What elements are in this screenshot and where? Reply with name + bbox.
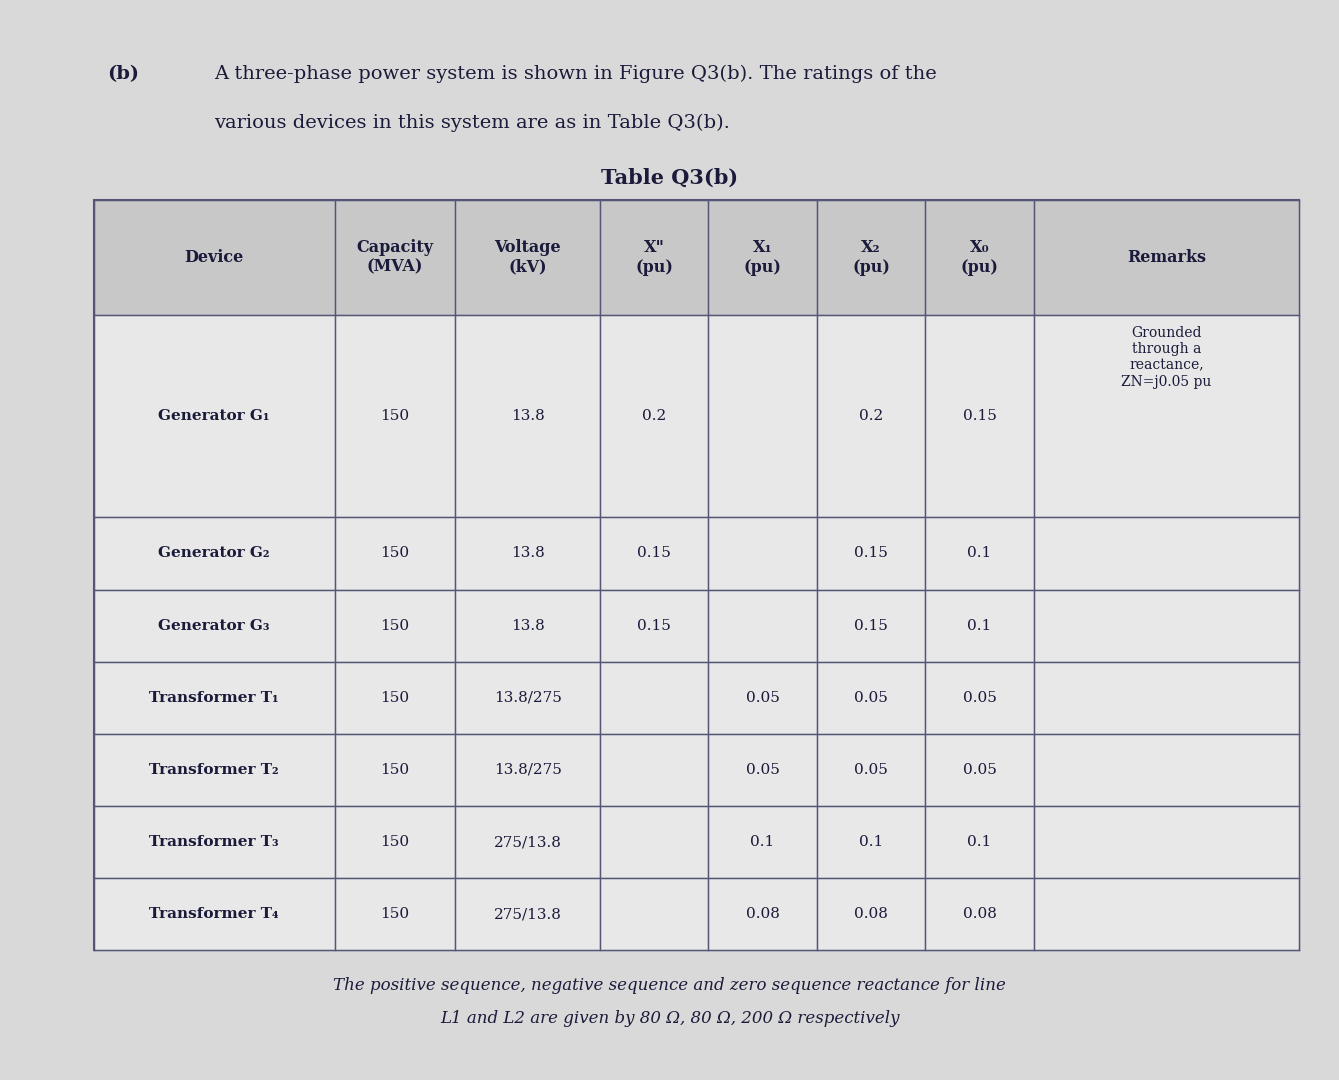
Text: Device: Device	[185, 249, 244, 266]
Text: various devices in this system are as in Table Q3(b).: various devices in this system are as in…	[214, 113, 730, 132]
Text: Transformer T₄: Transformer T₄	[150, 907, 279, 921]
Text: (b): (b)	[107, 65, 139, 83]
Text: 0.15: 0.15	[637, 619, 671, 633]
Text: 0.05: 0.05	[746, 762, 779, 777]
Text: 150: 150	[380, 762, 410, 777]
Text: Remarks: Remarks	[1127, 249, 1205, 266]
Text: 0.05: 0.05	[963, 691, 996, 705]
Text: 0.1: 0.1	[967, 546, 992, 561]
Text: Grounded
through a
reactance,
ZN=j0.05 pu: Grounded through a reactance, ZN=j0.05 p…	[1121, 326, 1212, 389]
Text: 0.15: 0.15	[854, 619, 888, 633]
Text: 150: 150	[380, 835, 410, 849]
Text: Transformer T₃: Transformer T₃	[150, 835, 279, 849]
Text: 0.1: 0.1	[858, 835, 884, 849]
Text: Capacity
(MVA): Capacity (MVA)	[356, 240, 434, 275]
Text: 13.8: 13.8	[510, 409, 545, 423]
Text: X₁
(pu): X₁ (pu)	[743, 240, 782, 275]
Text: Table Q3(b): Table Q3(b)	[601, 167, 738, 188]
Text: Transformer T₁: Transformer T₁	[150, 691, 279, 705]
Text: 0.2: 0.2	[641, 409, 667, 423]
Text: 150: 150	[380, 619, 410, 633]
Text: L1 and L2 are given by 80 Ω, 80 Ω, 200 Ω respectively: L1 and L2 are given by 80 Ω, 80 Ω, 200 Ω…	[439, 1010, 900, 1027]
Text: 150: 150	[380, 691, 410, 705]
Text: Transformer T₂: Transformer T₂	[150, 762, 279, 777]
Text: Generator G₃: Generator G₃	[158, 619, 270, 633]
Text: 0.15: 0.15	[854, 546, 888, 561]
Text: Generator G₁: Generator G₁	[158, 409, 270, 423]
Text: X"
(pu): X" (pu)	[635, 240, 674, 275]
Text: X₀
(pu): X₀ (pu)	[960, 240, 999, 275]
Text: 0.15: 0.15	[637, 546, 671, 561]
Text: The positive sequence, negative sequence and zero sequence reactance for line: The positive sequence, negative sequence…	[333, 977, 1006, 995]
Text: 13.8: 13.8	[510, 619, 545, 633]
Text: 0.15: 0.15	[963, 409, 996, 423]
Text: 0.1: 0.1	[967, 835, 992, 849]
Text: 0.08: 0.08	[963, 907, 996, 921]
Text: 13.8: 13.8	[510, 546, 545, 561]
Text: X₂
(pu): X₂ (pu)	[852, 240, 890, 275]
Text: 0.05: 0.05	[854, 762, 888, 777]
Text: 0.08: 0.08	[746, 907, 779, 921]
Text: 150: 150	[380, 907, 410, 921]
Text: 0.1: 0.1	[750, 835, 775, 849]
Text: Voltage
(kV): Voltage (kV)	[494, 240, 561, 275]
Text: 0.05: 0.05	[746, 691, 779, 705]
Text: 150: 150	[380, 409, 410, 423]
Text: 0.05: 0.05	[963, 762, 996, 777]
Text: 13.8/275: 13.8/275	[494, 762, 561, 777]
Text: 275/13.8: 275/13.8	[494, 835, 561, 849]
Text: 0.2: 0.2	[858, 409, 884, 423]
Text: 0.08: 0.08	[854, 907, 888, 921]
Text: 13.8/275: 13.8/275	[494, 691, 561, 705]
Text: 0.05: 0.05	[854, 691, 888, 705]
Text: 275/13.8: 275/13.8	[494, 907, 561, 921]
Text: 150: 150	[380, 546, 410, 561]
Text: Generator G₂: Generator G₂	[158, 546, 270, 561]
Text: 0.1: 0.1	[967, 619, 992, 633]
Text: A three-phase power system is shown in Figure Q3(b). The ratings of the: A three-phase power system is shown in F…	[214, 65, 937, 83]
